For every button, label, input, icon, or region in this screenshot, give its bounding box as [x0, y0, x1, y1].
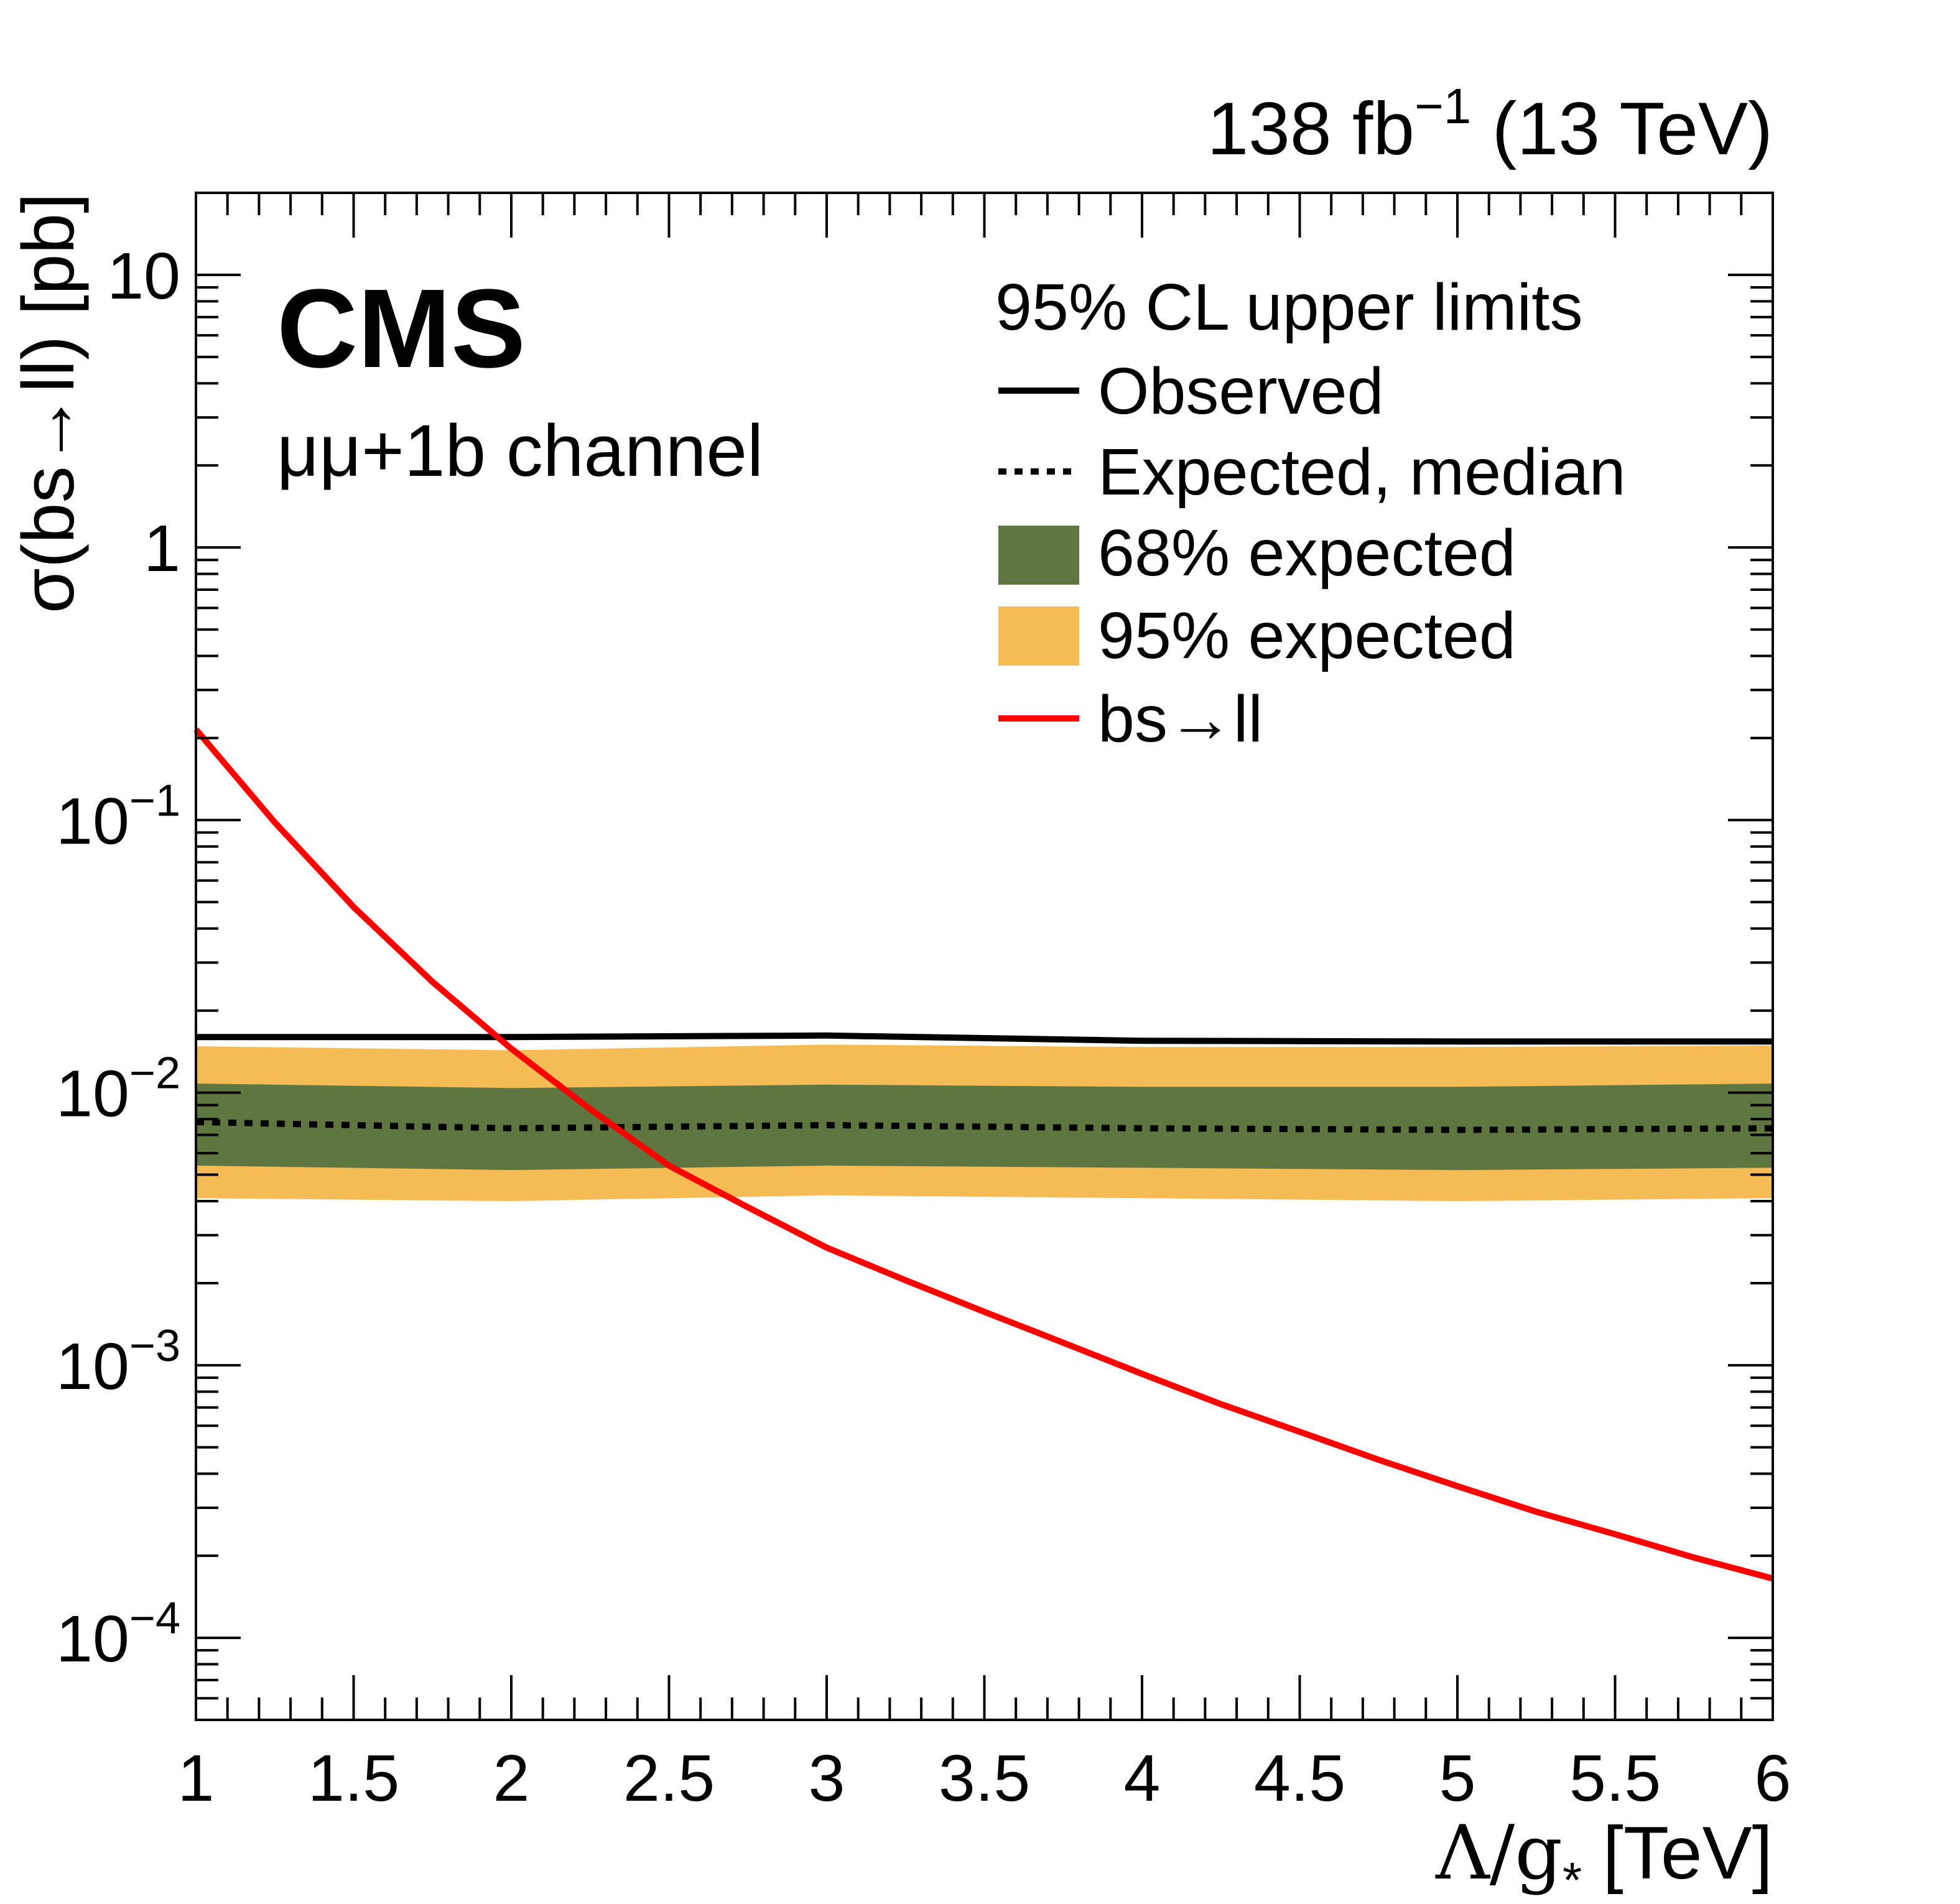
- x-tick-label: 4.5: [1254, 1742, 1345, 1815]
- legend-header: 95% CL upper limits: [995, 271, 1583, 344]
- legend-band68-swatch: [998, 526, 1079, 585]
- channel-label: μμ+1b channel: [277, 410, 763, 492]
- legend-expected-label: Expected, median: [1098, 435, 1626, 509]
- expected-median-line: [195, 1118, 1773, 1133]
- legend-band95-swatch: [998, 606, 1079, 666]
- plot-frame: [195, 192, 1774, 1721]
- y-tick-label: 1: [144, 512, 180, 585]
- x-tick-label: 4: [1124, 1742, 1161, 1815]
- y-tick-label: 10−2: [56, 1049, 180, 1131]
- legend-signal-label: bs→ll: [1098, 682, 1263, 756]
- x-tick-label: 1.5: [308, 1742, 399, 1815]
- y-tick-label: 10−4: [56, 1594, 180, 1676]
- x-axis-title: Λ/g* [TeV]: [1435, 1810, 1773, 1904]
- x-tick-label: 3.5: [939, 1742, 1030, 1815]
- x-tick-label: 2.5: [623, 1742, 715, 1815]
- legend-band95-label: 95% expected: [1098, 599, 1516, 672]
- y-tick-label: 10: [107, 239, 180, 313]
- expected-bands: [196, 1044, 1773, 1201]
- axis-ticks: [195, 192, 1774, 1721]
- signal-line: [193, 727, 1774, 1582]
- y-tick-label: 10−1: [56, 776, 180, 858]
- x-tick-label: 1: [178, 1742, 215, 1815]
- x-tick-label: 2: [493, 1742, 530, 1815]
- observed-line: [196, 1032, 1773, 1045]
- experiment-label: CMS: [277, 266, 526, 391]
- legend-observed-label: Observed: [1098, 355, 1384, 428]
- x-tick-label: 6: [1755, 1742, 1791, 1815]
- x-tick-label: 5.5: [1569, 1742, 1661, 1815]
- x-tick-label: 3: [809, 1742, 845, 1815]
- lumi-label: 138 fb−1 (13 TeV): [1207, 78, 1773, 170]
- y-axis-title: σ(bs→ll) [pb]: [7, 193, 90, 613]
- limit-curves: [193, 727, 1774, 1582]
- x-tick-label: 5: [1439, 1742, 1476, 1815]
- legend-band68-label: 68% expected: [1098, 516, 1516, 590]
- y-tick-label: 10−3: [56, 1321, 180, 1403]
- legend: 95% CL upper limits Observed Expected, m…: [995, 271, 1626, 756]
- band-68-expected: [196, 1084, 1773, 1171]
- tick-labels: 1 1.5 2 2.5 3 3.5 4 4.5 5 5.5 6 10 1 10−1 10−2 10−3 10−4: [56, 239, 1791, 1815]
